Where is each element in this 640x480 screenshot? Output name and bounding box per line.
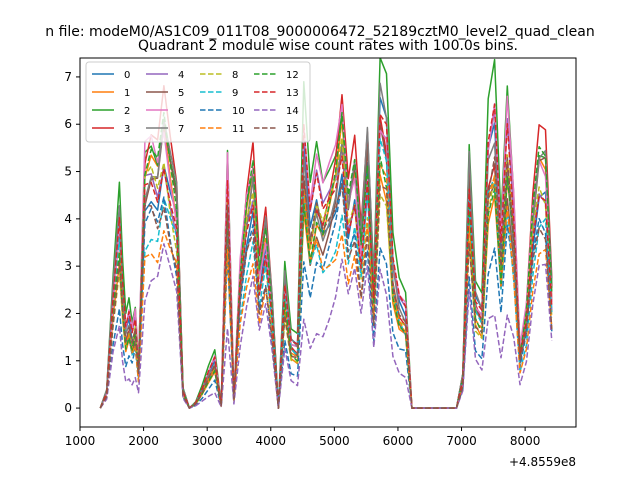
x-tick-label: 6000 <box>383 434 414 448</box>
legend-label-10: 10 <box>232 106 245 117</box>
series-line-15 <box>99 156 553 409</box>
legend-label-1: 1 <box>124 88 130 99</box>
y-tick-label: 1 <box>64 354 72 368</box>
legend-label-3: 3 <box>124 124 130 135</box>
y-axis: 0 1 2 3 4 5 6 7 <box>64 70 80 415</box>
legend-label-15: 15 <box>286 124 299 135</box>
y-tick-label: 0 <box>64 401 72 415</box>
series-line-10 <box>99 181 553 409</box>
series-line-9 <box>99 138 553 409</box>
series-line-8 <box>99 136 553 409</box>
legend-label-8: 8 <box>232 70 238 81</box>
legend-label-4: 4 <box>178 70 184 81</box>
legend-frame <box>85 61 311 143</box>
y-tick-label: 2 <box>64 306 72 320</box>
legend-label-7: 7 <box>178 124 184 135</box>
plot-frame <box>79 57 577 428</box>
x-tick-label: 8000 <box>510 434 541 448</box>
x-tick-label: 3000 <box>192 434 223 448</box>
y-tick-label: 5 <box>64 165 72 179</box>
y-tick-label: 7 <box>64 70 72 84</box>
legend-label-11: 11 <box>232 124 245 135</box>
y-tick-label: 6 <box>64 117 72 131</box>
legend-label-9: 9 <box>232 88 238 99</box>
x-offset-label: +4.8559e8 <box>509 455 576 469</box>
legend-label-13: 13 <box>286 88 299 99</box>
legend-label-5: 5 <box>178 88 184 99</box>
x-tick-label: 7000 <box>446 434 477 448</box>
legend-label-12: 12 <box>286 70 299 81</box>
series-line-13 <box>99 103 553 409</box>
legend-label-0: 0 <box>124 70 130 81</box>
series-layer <box>99 58 553 409</box>
x-tick-label: 5000 <box>319 434 350 448</box>
chart-suptitle: n file: modeM0/AS1C09_011T08_9000006472_… <box>45 24 594 40</box>
x-tick-label: 2000 <box>128 434 159 448</box>
series-line-14 <box>99 243 553 409</box>
y-tick-label: 4 <box>64 212 72 226</box>
series-line-12 <box>99 111 553 409</box>
x-axis: 1000 2000 3000 4000 5000 6000 7000 8000 <box>65 427 541 448</box>
legend-label-6: 6 <box>178 106 184 117</box>
x-tick-label: 1000 <box>65 434 96 448</box>
legend-label-2: 2 <box>124 106 130 117</box>
series-line-7 <box>99 82 553 409</box>
y-tick-label: 3 <box>64 259 72 273</box>
legend-label-14: 14 <box>286 106 299 117</box>
x-tick-label: 4000 <box>255 434 286 448</box>
chart-title: Quadrant 2 module wise count rates with … <box>138 38 518 54</box>
